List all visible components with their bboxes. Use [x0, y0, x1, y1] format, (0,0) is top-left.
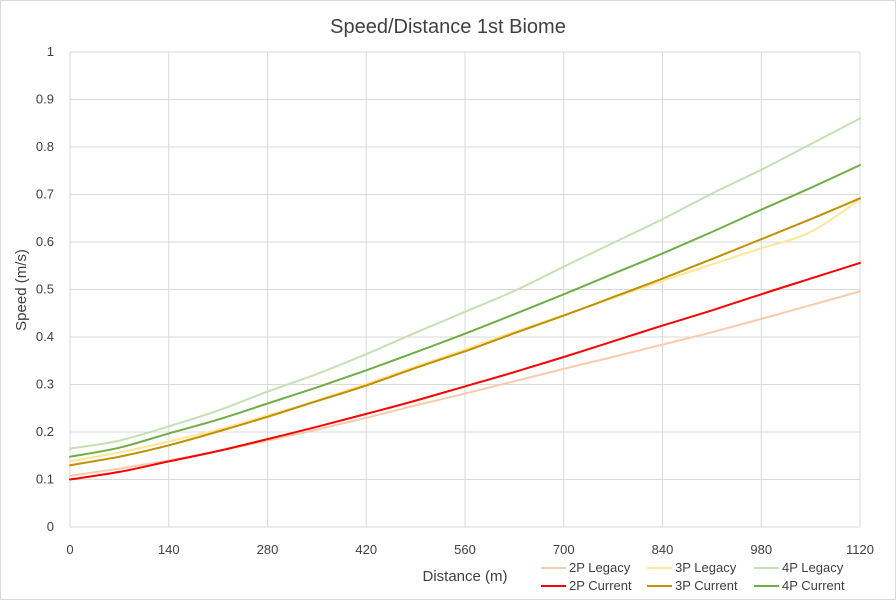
y-tick-label: 0.3 [36, 377, 54, 392]
y-tick-label: 0.1 [36, 472, 54, 487]
series-lines [69, 117, 861, 481]
series-line-4p-current [69, 164, 861, 458]
legend-label-4p-legacy: 4P Legacy [782, 560, 844, 575]
series-line-4p-legacy [69, 117, 861, 450]
x-tick-label: 700 [553, 542, 575, 557]
y-tick-label: 0.4 [36, 329, 54, 344]
y-tick-label: 0.6 [36, 234, 54, 249]
x-tick-label: 560 [454, 542, 476, 557]
x-tick-label: 840 [652, 542, 674, 557]
legend: 2P Legacy 3P Legacy 4P Legacy 2P Current 3P … [541, 560, 845, 593]
x-tick-label: 140 [158, 542, 180, 557]
y-tick-label: 1 [47, 44, 54, 59]
legend-label-3p-current: 3P Current [675, 578, 738, 593]
series-line-3p-legacy [69, 198, 861, 463]
x-axis-ticks: 0 140 280 420 560 700 840 980 1120 [66, 542, 874, 557]
legend-label-3p-legacy: 3P Legacy [675, 560, 737, 575]
y-tick-label: 0.2 [36, 424, 54, 439]
series-line-3p-current [69, 197, 861, 467]
y-tick-label: 0.8 [36, 139, 54, 154]
x-tick-label: 0 [66, 542, 73, 557]
x-tick-label: 1120 [846, 542, 874, 557]
y-tick-label: 0.7 [36, 187, 54, 202]
chart-title: Speed/Distance 1st Biome [330, 16, 566, 38]
gridlines [69, 51, 861, 528]
legend-label-2p-legacy: 2P Legacy [569, 560, 631, 575]
x-tick-label: 280 [257, 542, 279, 557]
x-tick-label: 980 [750, 542, 772, 557]
y-axis-title: Speed (m/s) [13, 249, 30, 331]
y-tick-label: 0 [47, 519, 54, 534]
y-tick-label: 0.9 [36, 92, 54, 107]
legend-label-4p-current: 4P Current [782, 578, 845, 593]
series-line-2p-current [69, 261, 861, 481]
legend-label-2p-current: 2P Current [569, 578, 632, 593]
x-tick-label: 420 [355, 542, 377, 557]
y-axis-ticks: 0 0.1 0.2 0.3 0.4 0.5 0.6 0.7 0.8 0.9 1 [36, 44, 54, 534]
y-tick-label: 0.5 [36, 282, 54, 297]
x-axis-title: Distance (m) [422, 568, 507, 585]
